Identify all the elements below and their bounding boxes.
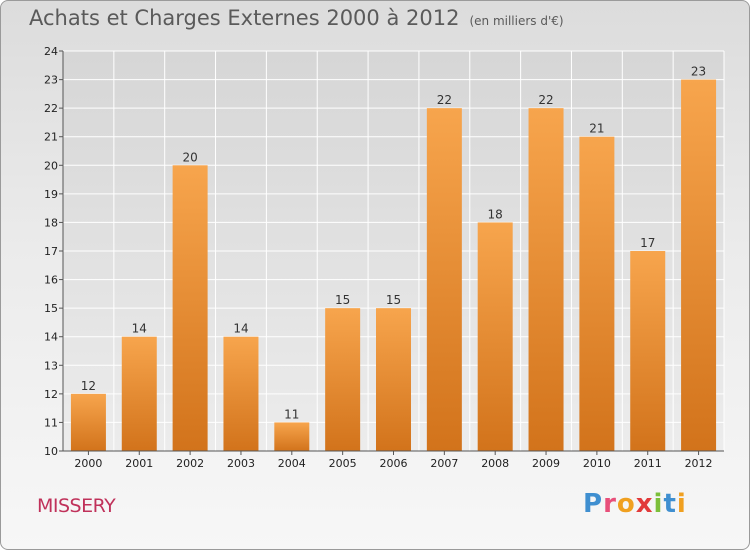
y-tick-label: 13 xyxy=(44,359,58,372)
y-tick-label: 19 xyxy=(44,188,58,201)
bar-value-label: 22 xyxy=(437,93,452,107)
bar-2004 xyxy=(274,422,310,451)
proxiti-logo[interactable]: Proxiti xyxy=(583,489,687,519)
y-tick-label: 11 xyxy=(44,416,58,429)
x-tick-label: 2001 xyxy=(125,457,153,470)
bar-value-label: 17 xyxy=(640,236,655,250)
x-tick-label: 2007 xyxy=(430,457,458,470)
y-tick-label: 14 xyxy=(44,331,58,344)
bar-2012 xyxy=(681,79,717,452)
bar-value-label: 18 xyxy=(488,207,503,221)
bars: 12 14 20 14 11 15 15 22 18 22 21 17 23 xyxy=(70,65,717,452)
bar-value-label: 12 xyxy=(81,379,96,393)
x-tick-label: 2002 xyxy=(176,457,204,470)
logo-letter: o xyxy=(616,489,636,519)
logo-letter: i xyxy=(653,489,664,519)
x-tick-label: 2005 xyxy=(329,457,357,470)
logo-letter: P xyxy=(583,489,604,519)
y-tick-label: 17 xyxy=(44,245,58,258)
bar-2008 xyxy=(477,222,513,451)
bar-value-label: 15 xyxy=(335,293,350,307)
bar-value-label: 23 xyxy=(691,65,706,79)
y-tick-label: 18 xyxy=(44,216,58,229)
bar-value-label: 22 xyxy=(538,93,553,107)
chart-title-text: Achats et Charges Externes 2000 à 2012 xyxy=(29,6,460,30)
y-tick-label: 23 xyxy=(44,74,58,87)
bar-value-label: 14 xyxy=(233,322,248,336)
bar-2003 xyxy=(223,336,259,451)
logo-letter: t xyxy=(663,489,677,519)
bar-2001 xyxy=(121,336,157,451)
bar-value-label: 15 xyxy=(386,293,401,307)
x-tick-label: 2008 xyxy=(481,457,509,470)
y-tick-label: 24 xyxy=(44,45,58,58)
bar-2010 xyxy=(579,136,615,451)
bar-value-label: 21 xyxy=(589,122,604,136)
bar-value-label: 14 xyxy=(132,322,147,336)
bar-value-label: 20 xyxy=(182,150,197,164)
bar-2011 xyxy=(630,251,666,451)
axes: 10 11 12 13 14 15 16 17 18 19 20 21 22 23 24 2000 2001 20… xyxy=(44,45,724,470)
y-tick-label: 20 xyxy=(44,159,58,172)
chart-title: Achats et Charges Externes 2000 à 2012 (e… xyxy=(29,6,564,30)
x-tick-label: 2000 xyxy=(74,457,102,470)
x-tick-label: 2003 xyxy=(227,457,255,470)
y-tick-label: 22 xyxy=(44,102,58,115)
chart-unit: (en milliers d'€) xyxy=(469,14,564,28)
x-tick-label: 2010 xyxy=(583,457,611,470)
bar-2006 xyxy=(376,308,411,451)
bar-2002 xyxy=(172,165,208,452)
x-tick-label: 2009 xyxy=(532,457,560,470)
bar-2009 xyxy=(528,108,564,452)
x-tick-label: 2004 xyxy=(278,457,306,470)
logo-letter: x xyxy=(635,489,654,519)
bar-2007 xyxy=(426,108,462,452)
y-tick-label: 10 xyxy=(44,445,58,458)
y-tick-label: 16 xyxy=(44,274,58,287)
bar-2005 xyxy=(325,308,361,451)
commune-name: MISSERY xyxy=(37,495,116,517)
x-tick-label: 2012 xyxy=(685,457,713,470)
logo-letter: i xyxy=(676,489,687,519)
y-tick-label: 15 xyxy=(44,302,58,315)
y-tick-label: 21 xyxy=(44,131,58,144)
logo-letter: r xyxy=(603,489,617,519)
bar-value-label: 11 xyxy=(284,407,299,421)
x-tick-label: 2006 xyxy=(380,457,408,470)
x-tick-label: 2011 xyxy=(634,457,662,470)
bar-2000 xyxy=(70,393,106,451)
y-tick-label: 12 xyxy=(44,388,58,401)
